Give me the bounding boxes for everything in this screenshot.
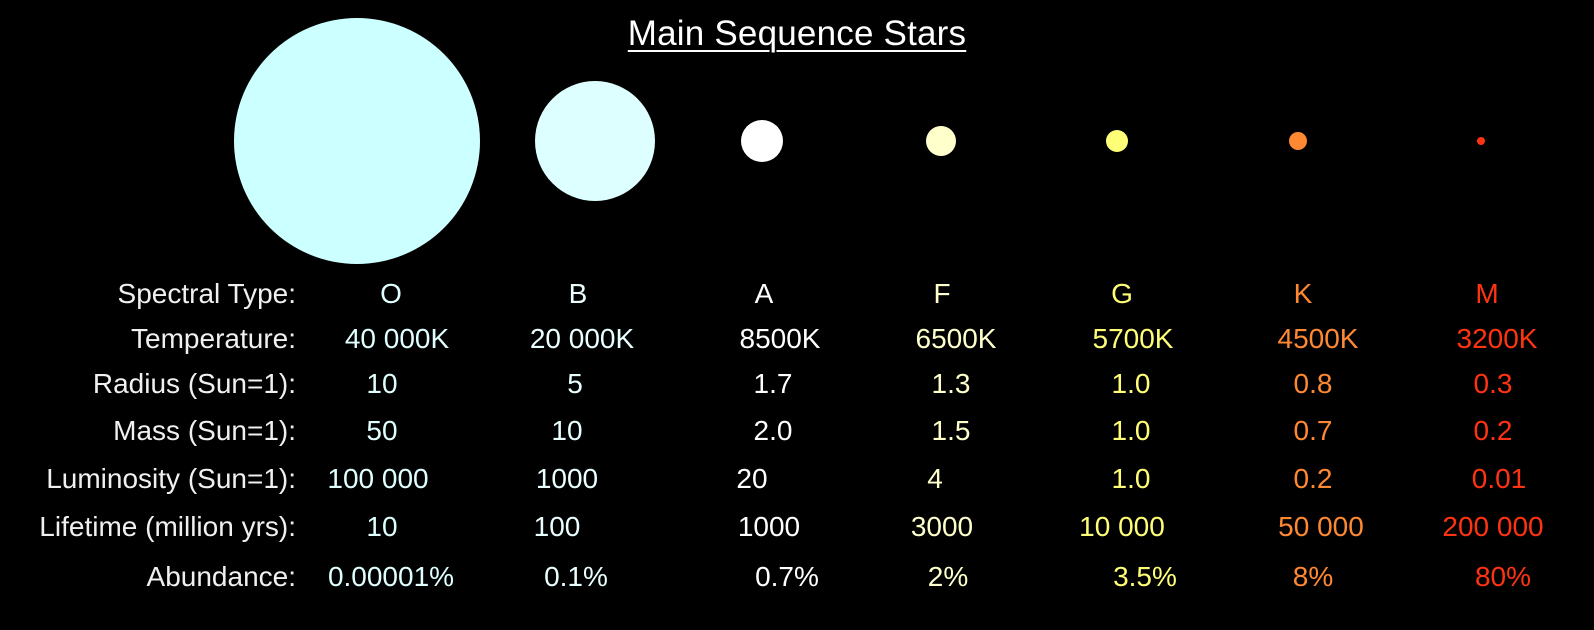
cell-life-b: 100 (533, 511, 581, 542)
row-label-temp: Temperature: (131, 323, 296, 354)
cell-mass-g: 1.0 (1111, 415, 1151, 446)
star-k-disc (1289, 132, 1307, 150)
row-label-type: Spectral Type: (117, 278, 296, 309)
cell-abund-m: 80% (1474, 561, 1532, 592)
cell-life-a: 1000 (737, 511, 801, 542)
cell-type-a: A (754, 278, 774, 309)
page-title: Main Sequence Stars (627, 14, 967, 53)
cell-temp-f: 6500K (915, 323, 997, 354)
row-label-life: Lifetime (million yrs): (39, 511, 296, 542)
cell-abund-f: 2% (927, 561, 969, 592)
cell-mass-a: 2.0 (753, 415, 793, 446)
cell-mass-m: 0.2 (1473, 415, 1513, 446)
star-a-disc (741, 120, 783, 162)
cell-life-m: 200 000 (1442, 511, 1544, 542)
cell-lum-f: 4 (927, 463, 943, 494)
row-label-mass: Mass (Sun=1): (113, 415, 296, 446)
star-m-disc (1477, 137, 1485, 145)
cell-type-k: K (1293, 278, 1313, 309)
cell-lum-o: 100 000 (327, 463, 429, 494)
row-label-lum: Luminosity (Sun=1): (46, 463, 296, 494)
cell-type-g: G (1111, 278, 1133, 309)
cell-abund-g: 3.5% (1113, 561, 1177, 592)
cell-type-o: O (380, 278, 402, 309)
cell-life-g: 10 000 (1079, 511, 1165, 542)
cell-radius-k: 0.8 (1293, 368, 1333, 399)
cell-type-m: M (1475, 278, 1499, 309)
cell-radius-f: 1.3 (931, 368, 971, 399)
cell-radius-b: 5 (567, 368, 583, 399)
cell-type-b: B (568, 278, 588, 309)
cell-type-f: F (933, 278, 951, 309)
cell-radius-g: 1.0 (1111, 368, 1151, 399)
cell-radius-o: 10 (366, 368, 398, 399)
row-label-abund: Abundance: (146, 561, 296, 592)
star-f-disc (926, 126, 956, 156)
cell-abund-k: 8% (1292, 561, 1334, 592)
cell-temp-m: 3200K (1456, 323, 1538, 354)
cell-temp-o: 40 000K (344, 323, 450, 354)
cell-abund-b: 0.1% (544, 561, 608, 592)
cell-radius-a: 1.7 (753, 368, 793, 399)
cell-life-o: 10 (366, 511, 398, 542)
cell-mass-f: 1.5 (931, 415, 971, 446)
cell-temp-g: 5700K (1092, 323, 1174, 354)
row-label-radius: Radius (Sun=1): (92, 368, 296, 399)
cell-lum-b: 1000 (535, 463, 599, 494)
cell-mass-k: 0.7 (1293, 415, 1333, 446)
cell-lum-k: 0.2 (1293, 463, 1333, 494)
cell-temp-k: 4500K (1277, 323, 1359, 354)
cell-life-f: 3000 (910, 511, 974, 542)
cell-abund-o: 0.00001% (327, 561, 455, 592)
cell-abund-a: 0.7% (755, 561, 819, 592)
cell-temp-a: 8500K (739, 323, 821, 354)
star-g-disc (1106, 130, 1128, 152)
cell-temp-b: 20 000K (529, 323, 635, 354)
star-b-disc (535, 81, 655, 201)
star-o-disc (234, 18, 480, 264)
cell-lum-g: 1.0 (1111, 463, 1151, 494)
cell-mass-o: 50 (366, 415, 398, 446)
cell-mass-b: 10 (551, 415, 583, 446)
cell-life-k: 50 000 (1278, 511, 1364, 542)
cell-radius-m: 0.3 (1473, 368, 1513, 399)
cell-lum-m: 0.01 (1471, 463, 1527, 494)
cell-lum-a: 20 (736, 463, 768, 494)
